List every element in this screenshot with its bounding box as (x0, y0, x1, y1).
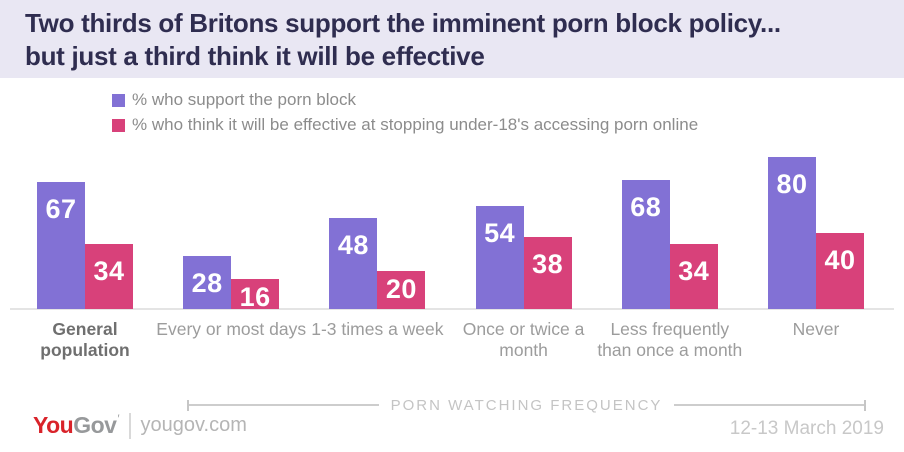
x-axis-category-label: Less frequently than once a month (597, 319, 743, 360)
plot-area: 67 34 28 16 48 20 54 38 68 34 80 40 (0, 139, 904, 312)
logo-trademark-icon: ′ (117, 413, 120, 425)
x-axis-baseline (10, 308, 894, 310)
x-axis-category-label: Every or most days (156, 319, 307, 339)
x-axis-category-label: Never (792, 319, 840, 339)
bar-group: 28 16 (183, 139, 280, 312)
bar-group: 48 20 (329, 139, 426, 309)
support-bar: 54 (475, 206, 524, 309)
bracket-right-line (674, 404, 864, 406)
logo-separator (128, 412, 131, 439)
chart-title-line2: but just a third think it will be effect… (25, 41, 485, 71)
fieldwork-date: 12-13 March 2019 (729, 418, 884, 439)
legend-item-effective: % who think it will be effective at stop… (112, 116, 698, 134)
effective-bar: 16 (231, 279, 280, 312)
effective-bar: 20 (377, 271, 426, 309)
support-series-swatch-icon (112, 93, 125, 107)
bar-value-label: 80 (776, 169, 808, 199)
support-bar: 80 (768, 157, 816, 309)
logo-you-text: You (33, 412, 74, 438)
legend: % who support the porn block % who think… (112, 91, 698, 141)
bracket-right-cap (864, 399, 866, 411)
bar-value-label: 48 (337, 230, 369, 260)
chart-title-line1: Two thirds of Britons support the immine… (25, 8, 781, 38)
support-bar: 67 (37, 182, 85, 309)
bar-group: 67 34 (37, 139, 133, 309)
legend-label-support: % who support the porn block (132, 90, 356, 109)
bar-value-label: 38 (532, 249, 564, 279)
effective-bar: 34 (669, 244, 718, 309)
bar-value-label: 16 (239, 282, 271, 312)
effective-series-swatch-icon (112, 118, 125, 132)
axis-annotation-bracket: PORN WATCHING FREQUENCY (187, 396, 866, 414)
yougov-logo: You Gov ′ yougov.com (33, 412, 247, 439)
bracket-left-cap (187, 399, 189, 411)
axis-annotation-label: PORN WATCHING FREQUENCY (390, 396, 663, 414)
bar-group: 80 40 (768, 139, 864, 309)
bar-value-label: 34 (678, 256, 710, 286)
effective-bar: 34 (85, 244, 133, 309)
bar-value-label: 67 (45, 194, 77, 224)
bracket-left-line (189, 404, 379, 406)
website-text: yougov.com (140, 414, 247, 436)
legend-label-effective: % who think it will be effective at stop… (132, 115, 699, 134)
bar-value-label: 68 (630, 192, 662, 222)
legend-item-support: % who support the porn block (112, 91, 698, 109)
bar-value-label: 20 (385, 274, 417, 304)
title-banner: Two thirds of Britons support the immine… (0, 0, 904, 78)
support-bar: 48 (329, 218, 378, 309)
bar-group: 54 38 (475, 139, 572, 309)
effective-bar: 38 (523, 237, 572, 309)
support-bar: 28 (183, 256, 232, 309)
bar-value-label: 28 (191, 268, 223, 298)
effective-bar: 40 (816, 233, 864, 309)
logo-gov-text: Gov (73, 412, 117, 438)
bar-value-label: 40 (824, 245, 856, 275)
bar-group: 68 34 (621, 139, 718, 309)
support-bar: 68 (621, 180, 670, 309)
x-axis-category-label: General population (40, 319, 130, 360)
x-axis-category-label: 1-3 times a week (311, 319, 444, 339)
bar-value-label: 54 (484, 218, 516, 248)
x-axis-category-label: Once or twice a month (462, 319, 585, 360)
bar-value-label: 34 (93, 256, 125, 286)
